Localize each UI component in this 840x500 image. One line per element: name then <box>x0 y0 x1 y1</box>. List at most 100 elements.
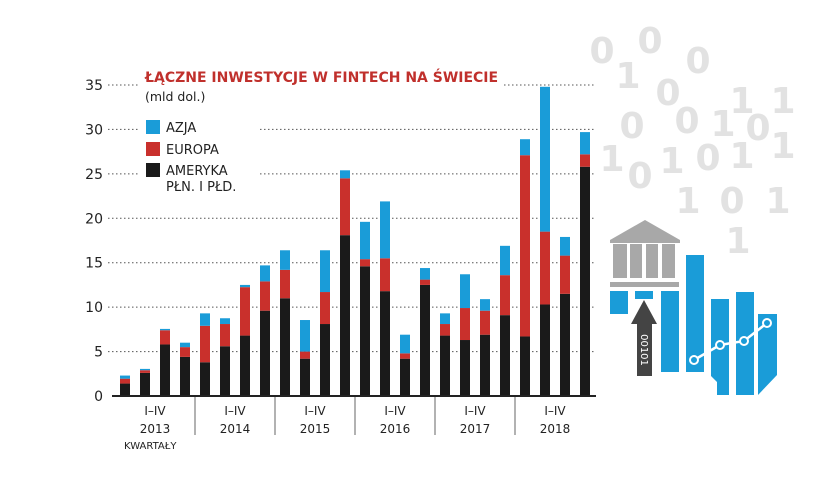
bar-segment-ameryka <box>360 266 370 396</box>
x-group-quarters: I–IV <box>544 404 566 418</box>
binary-digit: 0 <box>719 181 744 222</box>
bar-segment-azja <box>300 320 310 352</box>
bar-segment-europa <box>260 281 270 311</box>
bar-segment-europa <box>500 275 510 316</box>
legend-swatch-europa <box>146 142 160 156</box>
bar-segment-azja <box>540 86 550 232</box>
bar-segment-azja <box>140 368 150 371</box>
bar-segment-europa <box>440 324 450 336</box>
bar-segment-azja <box>480 299 490 311</box>
bar-segment-ameryka <box>260 310 270 396</box>
binary-digit: 1 <box>765 181 790 222</box>
bar-segment-azja <box>400 334 410 354</box>
bar-segment-azja <box>340 170 350 179</box>
x-group-year: 2015 <box>300 422 331 436</box>
binary-digit: 1 <box>710 104 735 145</box>
bar-segment-azja <box>160 328 170 331</box>
bar-segment-europa <box>180 347 190 357</box>
bar-segment-azja <box>360 221 370 260</box>
binary-digit: 1 <box>725 221 750 262</box>
y-tick-label: 35 <box>85 78 103 94</box>
binary-digit: 1 <box>770 81 795 122</box>
bar-segment-europa <box>140 370 150 373</box>
y-axis-ticks: 0 5 10 15 20 25 30 35 <box>85 78 103 405</box>
legend-label-azja: AZJA <box>166 121 196 136</box>
bar-segment-europa <box>200 325 210 363</box>
bar-segment-europa <box>380 258 390 292</box>
x-group-year: 2018 <box>540 422 571 436</box>
bar-segment-ameryka <box>580 166 590 396</box>
y-tick-label: 15 <box>85 256 103 272</box>
bar-segment-europa <box>320 292 330 325</box>
bar-segment-europa <box>400 353 410 359</box>
bar-segment-europa <box>220 324 230 347</box>
chart-subtitle: (mld dol.) <box>145 89 205 104</box>
bar-segment-ameryka <box>160 344 170 396</box>
bar-segment-ameryka <box>560 293 570 396</box>
x-group-quarters: I–IV <box>304 404 326 418</box>
binary-digit: 0 <box>685 41 710 82</box>
y-tick-label: 20 <box>85 211 103 227</box>
bar-segment-europa <box>300 351 310 359</box>
legend-label-europa: EUROPA <box>166 143 219 158</box>
legend-swatch-azja <box>146 120 160 134</box>
y-tick-label: 5 <box>94 345 103 361</box>
binary-digit: 1 <box>729 81 754 122</box>
bar-segment-ameryka <box>480 334 490 396</box>
bar-segment-ameryka <box>200 362 210 396</box>
bank-icon <box>610 220 680 287</box>
bar-segment-europa <box>160 330 170 345</box>
chart-title: ŁĄCZNE INWESTYCJE W FINTECH NA ŚWIECIE <box>144 68 498 86</box>
binary-digit: 0 <box>695 138 720 179</box>
bar-segment-azja <box>380 201 390 259</box>
bar-segment-ameryka <box>380 291 390 396</box>
bar-segment-ameryka <box>440 335 450 396</box>
bar-segment-azja <box>420 268 430 280</box>
bar-segment-azja <box>460 274 470 309</box>
bar-segment-europa <box>580 154 590 167</box>
x-axis-groups: I–IV 2013 I–IV 2014 I–IV 2015 I–IV 2016 I–IV 2017… <box>140 397 571 436</box>
bar-segment-azja <box>520 139 530 156</box>
bar-segment-europa <box>420 279 430 285</box>
upload-arrow-icon: 00101 <box>631 300 657 376</box>
legend-label-ameryka-2: PŁN. I PŁD. <box>166 180 236 195</box>
bar-segment-ameryka <box>420 284 430 396</box>
bar-segment-ameryka <box>500 315 510 396</box>
binary-digit: 0 <box>589 31 614 72</box>
y-tick-label: 30 <box>85 122 103 138</box>
bar-segment-europa <box>280 269 290 299</box>
bar-segment-ameryka <box>180 356 190 396</box>
bar-segment-azja <box>280 250 290 270</box>
bar-segment-azja <box>580 132 590 155</box>
bar-segment-azja <box>120 375 130 379</box>
bar-segment-europa <box>560 255 570 294</box>
binary-digit: 1 <box>729 136 754 177</box>
y-tick-label: 10 <box>85 300 103 316</box>
bar-segment-europa <box>520 155 530 337</box>
x-group-year: 2017 <box>460 422 491 436</box>
bar-segment-ameryka <box>460 340 470 396</box>
arrow-binary-text: 00101 <box>638 334 649 366</box>
fintech-illustration: 0 01 00 1 10 0 1 01 0 1 0 1 11 0 11 00101 <box>589 21 796 395</box>
bar-segment-europa <box>540 231 550 305</box>
binary-digit: 1 <box>675 181 700 222</box>
binary-digit: 0 <box>674 101 699 142</box>
y-tick-label: 0 <box>94 389 103 405</box>
bar-segment-europa <box>340 178 350 236</box>
binary-digit: 0 <box>637 21 662 62</box>
bars <box>120 86 590 396</box>
binary-digit: 1 <box>599 139 624 180</box>
bar-segment-ameryka <box>340 235 350 396</box>
x-group-year: 2013 <box>140 422 171 436</box>
binary-digit: 1 <box>659 141 684 182</box>
y-tick-label: 25 <box>85 167 103 183</box>
legend-label-ameryka: AMERYKA <box>166 164 228 179</box>
bar-segment-ameryka <box>140 372 150 396</box>
bar-segment-azja <box>240 284 250 288</box>
binary-digit: 0 <box>745 108 770 149</box>
bar-segment-azja <box>320 250 330 293</box>
bar-segment-europa <box>460 308 470 341</box>
bar-segment-ameryka <box>300 358 310 396</box>
binary-digit: 0 <box>627 156 652 197</box>
